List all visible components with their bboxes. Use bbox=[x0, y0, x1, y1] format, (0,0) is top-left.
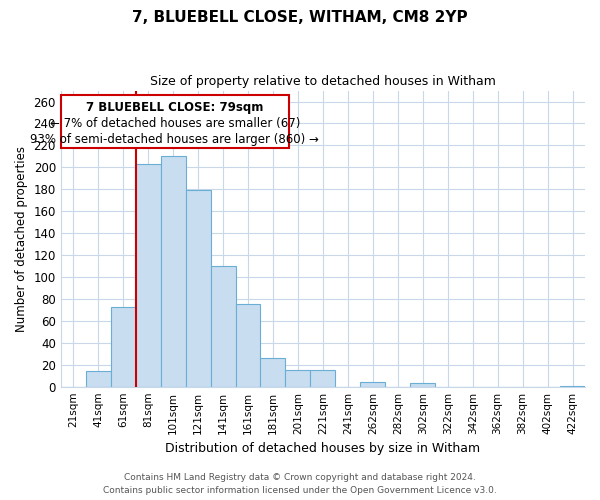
Text: 7 BLUEBELL CLOSE: 79sqm: 7 BLUEBELL CLOSE: 79sqm bbox=[86, 101, 263, 114]
Bar bbox=[161, 156, 185, 386]
Bar bbox=[136, 164, 161, 386]
Text: Contains HM Land Registry data © Crown copyright and database right 2024.
Contai: Contains HM Land Registry data © Crown c… bbox=[103, 474, 497, 495]
Bar bbox=[310, 370, 335, 386]
Text: 93% of semi-detached houses are larger (860) →: 93% of semi-detached houses are larger (… bbox=[31, 134, 319, 146]
X-axis label: Distribution of detached houses by size in Witham: Distribution of detached houses by size … bbox=[166, 442, 481, 455]
Bar bbox=[111, 306, 136, 386]
Bar bbox=[185, 190, 211, 386]
Bar bbox=[236, 304, 260, 386]
Bar bbox=[260, 358, 286, 386]
Bar bbox=[211, 266, 236, 386]
Bar bbox=[361, 382, 385, 386]
FancyBboxPatch shape bbox=[61, 95, 289, 148]
Text: 7, BLUEBELL CLOSE, WITHAM, CM8 2YP: 7, BLUEBELL CLOSE, WITHAM, CM8 2YP bbox=[132, 10, 468, 25]
Bar bbox=[286, 370, 310, 386]
Y-axis label: Number of detached properties: Number of detached properties bbox=[15, 146, 28, 332]
Bar bbox=[410, 384, 435, 386]
Title: Size of property relative to detached houses in Witham: Size of property relative to detached ho… bbox=[150, 75, 496, 88]
Text: ← 7% of detached houses are smaller (67): ← 7% of detached houses are smaller (67) bbox=[50, 117, 300, 130]
Bar bbox=[86, 372, 111, 386]
